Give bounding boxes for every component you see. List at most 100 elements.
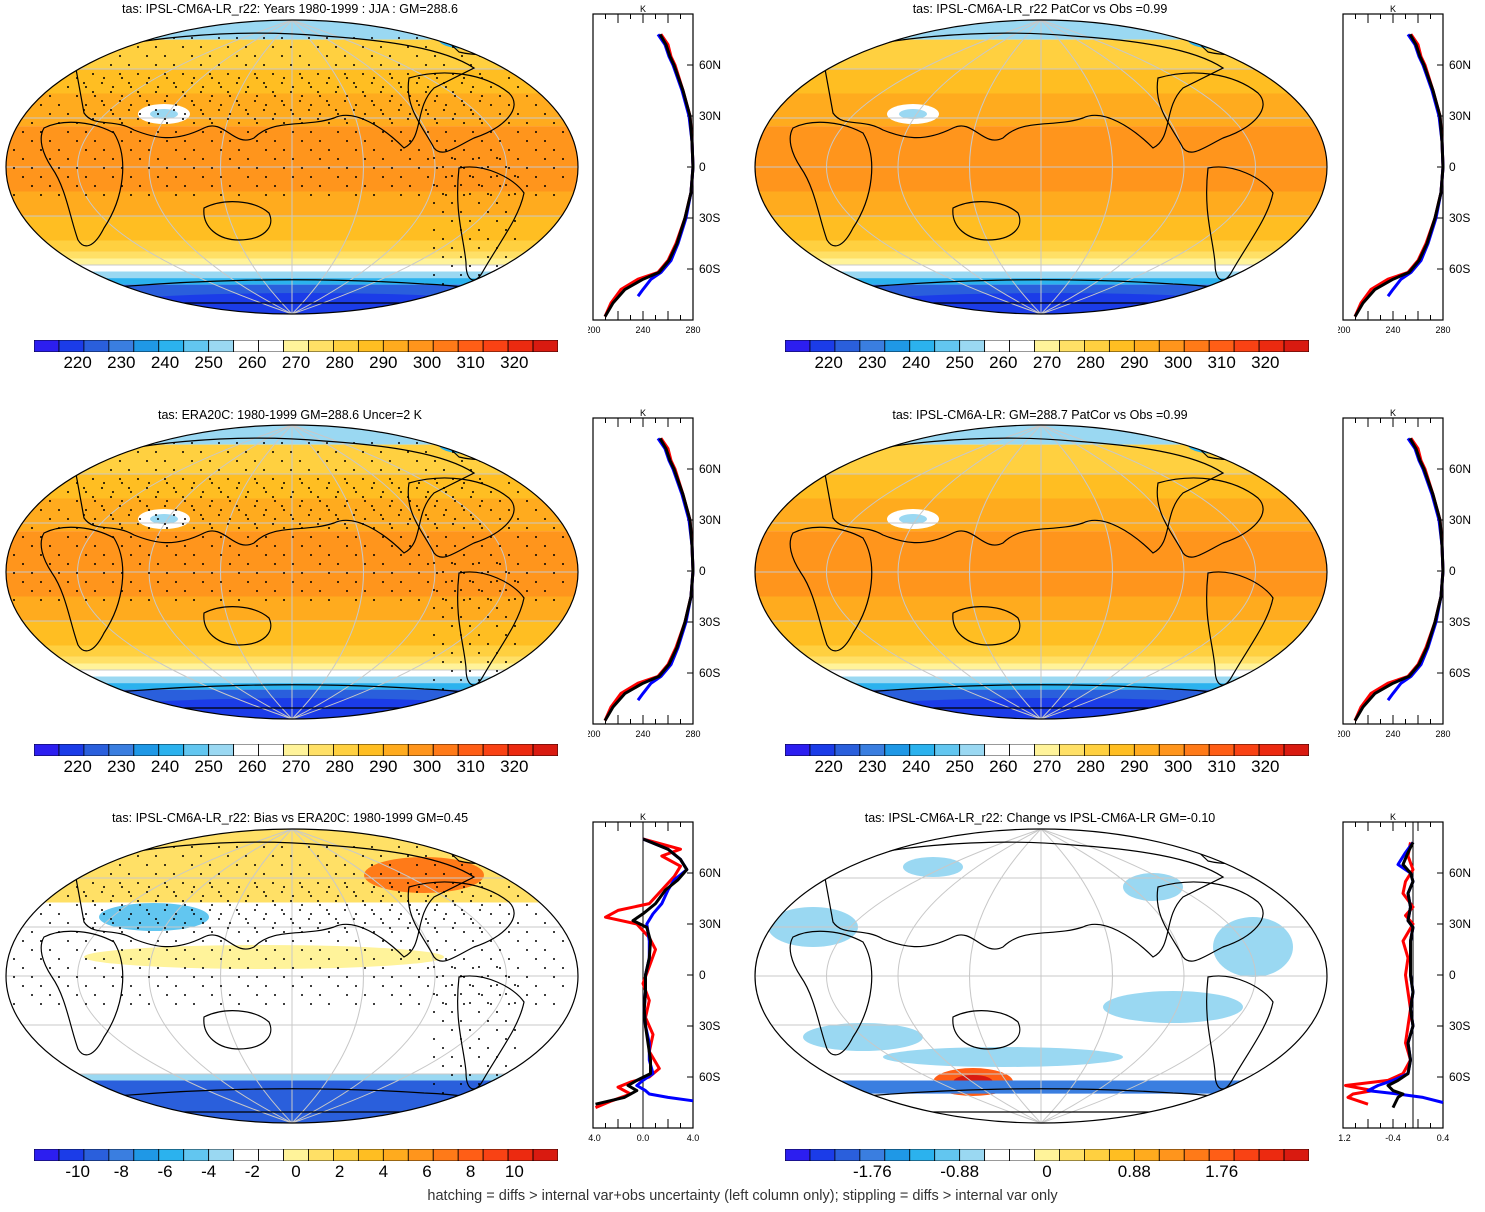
colorbar-swatch — [809, 743, 836, 757]
profile-x-tick-label: 240 — [1385, 325, 1400, 334]
colorbar-tick-label: 250 — [194, 757, 223, 776]
colorbar-swatch — [158, 743, 185, 757]
profile-lat-label: 60N — [699, 58, 721, 72]
profile-x-tick-label: 200 — [1338, 325, 1351, 334]
colorbar-swatch — [1183, 1148, 1210, 1162]
colorbar-swatch — [784, 339, 811, 353]
colorbar-swatch — [407, 1148, 434, 1162]
profile-lat-label: 30S — [1449, 615, 1470, 629]
map-panel-6 — [753, 827, 1329, 1125]
colorbar-swatch — [83, 743, 110, 757]
colorbar-swatch — [1233, 339, 1260, 353]
colorbar-tick-label: 240 — [150, 353, 180, 372]
colorbar-tick-label: 250 — [194, 353, 223, 372]
colorbar-tick-label: -0.88 — [940, 1162, 980, 1181]
colorbar-tick-label: 240 — [150, 757, 180, 776]
colorbar-swatch — [1158, 339, 1185, 353]
colorbar-tick-label: 280 — [1076, 757, 1105, 776]
colorbar-swatch — [1084, 743, 1110, 757]
profile-lat-label: 60S — [699, 666, 720, 680]
colorbar-swatch — [834, 339, 861, 353]
colorbar: -1.76 -0.88 0 0.88 1.76 — [784, 1148, 1310, 1181]
colorbar-swatch — [133, 743, 160, 757]
colorbar-swatch — [1283, 339, 1310, 353]
colorbar-tick-label: 10 — [504, 1162, 524, 1181]
colorbar-swatch — [1034, 743, 1060, 757]
colorbar-swatch — [507, 1148, 534, 1162]
colorbar-swatch — [934, 1148, 961, 1162]
colorbar-tick-label: 310 — [1207, 353, 1236, 372]
colorbar: 220 230 240 250 260 270 280 290 300 310 320 — [784, 743, 1310, 776]
colorbar-swatch — [183, 743, 210, 757]
colorbar-tick-label: 270 — [1032, 353, 1062, 372]
colorbar-swatch — [1158, 1148, 1185, 1162]
colorbar-swatch — [934, 339, 961, 353]
colorbar-tick-label: 260 — [238, 757, 267, 776]
profile-unit-label: K — [1390, 4, 1396, 14]
colorbar-tick-label: 8 — [465, 1162, 476, 1181]
colorbar-swatch — [884, 1148, 911, 1162]
colorbar-tick-label: 260 — [989, 757, 1018, 776]
colorbar-tick-label: 280 — [325, 353, 354, 372]
map-panel-3 — [4, 423, 580, 721]
profile-lat-label: 30N — [1449, 917, 1471, 931]
colorbar-swatch — [407, 743, 434, 757]
profile-series-line — [603, 437, 695, 722]
colorbar-swatch — [834, 743, 861, 757]
colorbar-swatch — [1059, 743, 1085, 757]
profile-series-line — [1386, 841, 1415, 1109]
colorbar-tick-label: 300 — [1163, 757, 1193, 776]
colorbar-tick-label: 290 — [369, 757, 398, 776]
colorbar-swatch — [1108, 743, 1135, 757]
profile-x-tick-label: 240 — [635, 325, 650, 334]
colorbar-swatch — [1133, 1148, 1160, 1162]
colorbar-swatch — [258, 743, 284, 757]
colorbar-swatch — [1283, 743, 1310, 757]
colorbar-tick-label: 0.88 — [1117, 1162, 1151, 1181]
colorbar-tick-label: 270 — [1032, 757, 1062, 776]
profile-lat-label: 30S — [1449, 1019, 1470, 1033]
colorbar-tick-label: 310 — [1207, 757, 1236, 776]
colorbar-tick-label: 260 — [238, 353, 267, 372]
profile-series-line — [1353, 33, 1445, 318]
colorbar-swatch — [308, 339, 334, 353]
colorbar-swatch — [1009, 1148, 1035, 1162]
colorbar-swatch — [258, 339, 284, 353]
colorbar-swatch — [1034, 339, 1060, 353]
map-svg — [754, 424, 1328, 720]
colorbar-swatch — [158, 339, 185, 353]
colorbar-swatch — [183, 1148, 210, 1162]
profile-series-line — [1386, 33, 1445, 298]
colorbar-swatch — [1084, 1148, 1110, 1162]
profile-series-line — [1386, 437, 1445, 702]
colorbar-swatch — [809, 339, 836, 353]
colorbar-swatch — [308, 1148, 334, 1162]
profile-x-tick-label: -4.0 — [588, 1133, 601, 1142]
colorbar-swatch — [884, 743, 911, 757]
colorbar-swatch — [859, 1148, 886, 1162]
colorbar-tick-label: 0 — [1042, 1162, 1052, 1181]
colorbar-tick-label: 220 — [814, 353, 843, 372]
map-svg — [754, 828, 1328, 1124]
colorbar-tick-label: 300 — [412, 757, 442, 776]
profile-series-line — [1344, 842, 1415, 1106]
colorbar-swatch — [959, 743, 986, 757]
colorbar-swatch — [1208, 339, 1235, 353]
colorbar-tick-label: 220 — [814, 757, 843, 776]
profile-lat-label: 0 — [1449, 160, 1456, 174]
colorbar-swatch — [58, 1148, 85, 1162]
colorbar-tick-label: 2 — [334, 1162, 345, 1181]
profile-x-tick-label: 0.4 — [1437, 1133, 1450, 1142]
colorbar-swatch — [432, 743, 459, 757]
colorbar-swatch — [1183, 743, 1210, 757]
profile-lat-label: 30S — [699, 1019, 720, 1033]
colorbar-swatch — [532, 1148, 559, 1162]
profile-x-tick-label: -0.4 — [1385, 1133, 1401, 1142]
profile-unit-label: K — [1390, 408, 1396, 418]
colorbar-swatch — [507, 743, 534, 757]
profile-x-tick-label: 0.0 — [637, 1133, 650, 1142]
profile-unit-label: K — [1390, 812, 1396, 822]
profile-lat-label: 30N — [699, 513, 721, 527]
profile-unit-label: K — [640, 812, 646, 822]
profile-lat-label: 60S — [699, 1070, 720, 1084]
